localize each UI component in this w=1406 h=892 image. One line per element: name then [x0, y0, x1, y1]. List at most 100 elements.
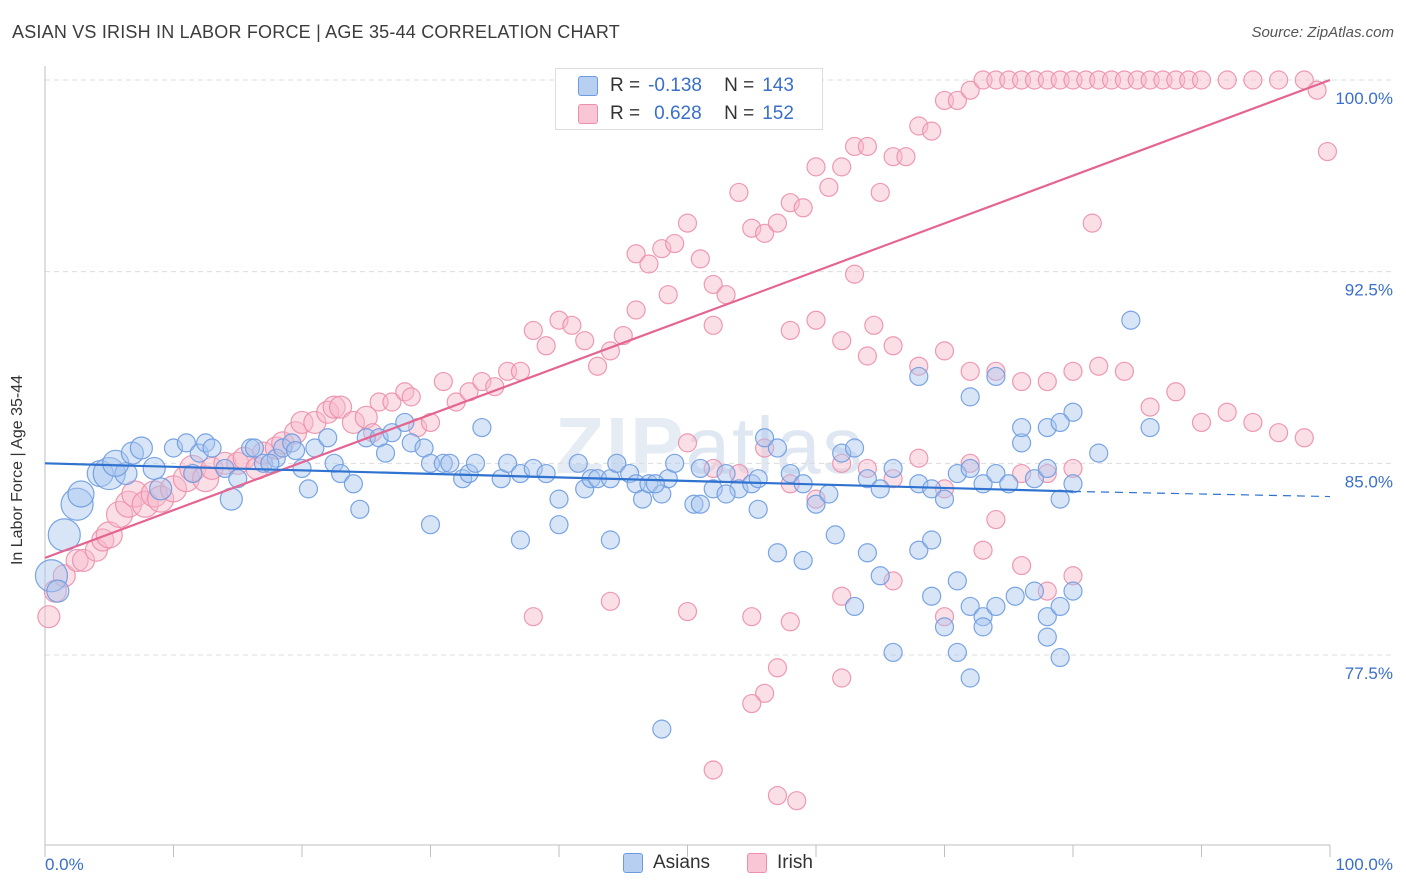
- asian-point: [922, 530, 942, 550]
- asian-point: [652, 719, 672, 739]
- asian-point: [870, 566, 890, 586]
- irish-point: [665, 233, 685, 254]
- asian-point: [684, 494, 704, 514]
- asian-point: [748, 469, 768, 489]
- asian-point: [395, 412, 415, 433]
- asian-point: [1037, 607, 1057, 627]
- irish-point: [626, 300, 646, 320]
- irish-point: [909, 116, 929, 136]
- irish-point: [1114, 361, 1135, 381]
- irish-point: [536, 336, 556, 356]
- asian-point: [716, 484, 736, 504]
- irish-points-layer: [37, 70, 1338, 811]
- asian-point: [754, 428, 775, 448]
- irish-point: [677, 213, 698, 233]
- asian-point: [459, 463, 479, 484]
- irish-point: [909, 356, 929, 376]
- irish-point: [780, 612, 800, 632]
- irish-point: [401, 387, 421, 407]
- asian-trend-line-extrapolated: [1072, 490, 1331, 498]
- asian-point: [793, 550, 813, 571]
- asian-point: [401, 433, 421, 453]
- irish-point: [767, 213, 788, 233]
- irish-point: [328, 395, 353, 419]
- asian-point: [176, 433, 196, 453]
- irish-swatch: [578, 104, 598, 124]
- asian-point: [202, 438, 222, 458]
- irish-point: [819, 177, 839, 197]
- asian-point: [1037, 458, 1057, 479]
- legend-item-irish[interactable]: Irish: [747, 852, 813, 874]
- asian-point: [183, 463, 203, 484]
- asian-point: [330, 463, 351, 484]
- legend-asians-label: Asians: [653, 852, 711, 873]
- asian-point: [825, 525, 845, 545]
- irish-point: [1217, 402, 1237, 422]
- asian-point: [934, 489, 955, 509]
- asian-point: [549, 515, 569, 535]
- irish-point: [857, 346, 878, 366]
- asian-point: [973, 607, 993, 627]
- irish-point: [793, 198, 813, 218]
- irish-point: [1294, 428, 1314, 448]
- asian-point: [1011, 433, 1032, 453]
- irish-point: [341, 410, 365, 435]
- irish-point: [105, 500, 134, 529]
- irish-point: [121, 480, 149, 508]
- irish-point: [787, 791, 807, 811]
- asian-point: [266, 448, 286, 468]
- irish-point: [433, 371, 453, 392]
- legend-asians-swatch: [623, 853, 643, 873]
- irish-point: [883, 571, 903, 591]
- y-tick-label: 92.5%: [1345, 281, 1393, 300]
- asian-point: [690, 494, 710, 514]
- irish-point: [806, 489, 826, 509]
- irish-point: [883, 469, 903, 489]
- asian-point: [844, 596, 865, 617]
- asian-point: [1050, 596, 1070, 617]
- asian-point: [1050, 489, 1070, 509]
- irish-point: [37, 605, 61, 629]
- irish-point: [832, 453, 852, 473]
- irish-point: [870, 182, 890, 203]
- asian-point: [298, 479, 319, 499]
- asian-point: [285, 440, 306, 461]
- irish-point: [303, 410, 327, 435]
- irish-point: [1268, 70, 1289, 90]
- irish-point: [767, 785, 788, 806]
- asian-point: [922, 586, 942, 606]
- asian-point: [1037, 627, 1057, 647]
- asian-point: [973, 617, 993, 637]
- irish-point: [658, 285, 678, 305]
- asian-point: [510, 463, 531, 484]
- irish-point: [703, 274, 723, 295]
- irish-point: [322, 395, 346, 419]
- legend-item-asians[interactable]: Asians: [623, 852, 710, 874]
- irish-point: [832, 668, 852, 688]
- irish-point: [192, 465, 220, 493]
- irish-point: [742, 607, 762, 627]
- irish-point: [986, 509, 1006, 530]
- irish-point: [742, 693, 762, 714]
- asian-point: [767, 543, 788, 563]
- asian-point: [1140, 417, 1160, 438]
- irish-point: [1166, 382, 1186, 402]
- irish-point: [934, 341, 955, 361]
- y-tick-label: 100.0%: [1335, 89, 1393, 108]
- asian-point: [568, 453, 588, 473]
- irish-point: [754, 683, 775, 703]
- irish-point: [780, 193, 800, 213]
- stats-row-asians: R = -0.138 N = 143: [578, 73, 794, 99]
- asian-point: [244, 438, 265, 458]
- irish-point: [896, 147, 916, 167]
- asian-point: [343, 474, 363, 494]
- x-tick-label-end: 100.0%: [1335, 855, 1393, 874]
- asian-points-layer: [34, 310, 1160, 739]
- asian-point: [67, 480, 95, 508]
- asian-point: [607, 453, 627, 473]
- irish-point: [626, 244, 646, 264]
- irish-point: [523, 320, 543, 341]
- asian-point: [665, 453, 685, 473]
- asian-point: [645, 474, 665, 494]
- chart-title: ASIAN VS IRISH IN LABOR FORCE | AGE 35-4…: [12, 22, 620, 42]
